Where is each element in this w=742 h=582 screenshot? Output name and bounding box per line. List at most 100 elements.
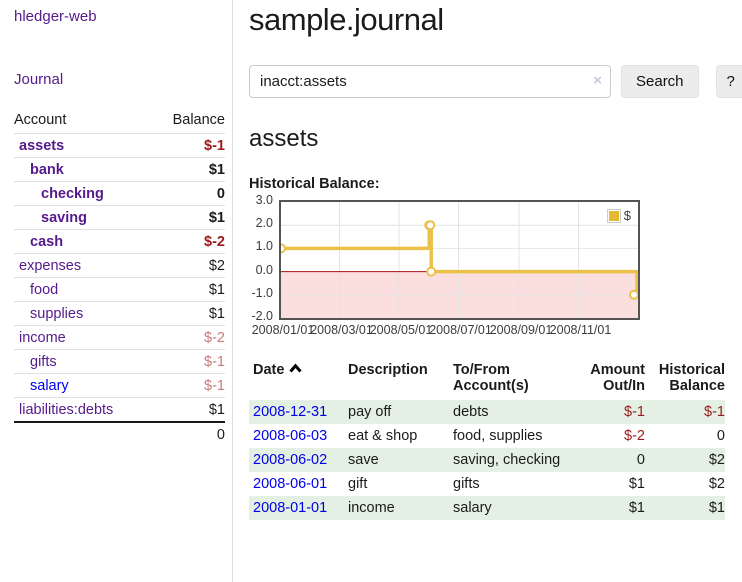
sidebar-account-row: supplies $1: [14, 301, 225, 326]
search-box: ×: [249, 65, 611, 98]
register-row: 2008-06-02 save saving, checking 0 $2: [249, 448, 725, 472]
chart-plot: $: [279, 200, 640, 320]
account-balance: $-2: [204, 234, 225, 250]
account-link[interactable]: salary: [30, 378, 69, 394]
x-axis-tick-label: 2008/03/01: [310, 323, 373, 337]
transaction-date-link[interactable]: 2008-12-31: [249, 400, 348, 424]
legend-swatch-icon: [606, 208, 621, 223]
balance-chart: $ 3.0 2.0 1.0 0.0 -1.0 -2.0 2008/01/01 2008/03/…: [249, 193, 669, 346]
account-link[interactable]: liabilities:debts: [19, 402, 114, 418]
x-axis-tick-label: 2008/09/01: [489, 323, 553, 337]
sort-ascending-icon: [289, 362, 303, 378]
column-header-amount: Amount Out/In: [590, 362, 645, 394]
register-table: Date Description To/From Account(s) Amou…: [249, 360, 725, 520]
account-link[interactable]: bank: [30, 162, 64, 178]
y-axis-tick-label: -1.0: [251, 285, 273, 300]
account-link[interactable]: assets: [19, 138, 65, 154]
sidebar-account-row: food $1: [14, 277, 225, 302]
y-axis-tick-label: 2.0: [255, 216, 273, 231]
main-content: sample.journal × Search ? assets Histori…: [234, 0, 742, 582]
transaction-accounts: saving, checking: [453, 448, 565, 472]
transaction-amount: $-2: [624, 428, 645, 444]
sidebar-account-row: liabilities:debts $1: [14, 397, 225, 423]
search-input[interactable]: [249, 65, 611, 98]
transaction-balance: $1: [645, 496, 725, 520]
transaction-amount: $-1: [565, 400, 645, 424]
account-link[interactable]: cash: [30, 234, 64, 250]
transaction-description: income: [348, 496, 453, 520]
register-row: 2008-06-01 gift gifts $1 $2: [249, 472, 725, 496]
sidebar-account-row: assets $-1: [14, 133, 225, 158]
sidebar-account-row: bank $1: [14, 157, 225, 182]
transaction-description: gift: [348, 476, 368, 492]
account-balance: 0: [216, 186, 225, 202]
account-heading: assets: [249, 125, 319, 152]
register-row: 2008-12-31 pay off debts $-1 $-1: [249, 400, 725, 424]
account-link[interactable]: expenses: [19, 258, 82, 274]
transaction-balance: $2: [708, 476, 725, 492]
register-body: 2008-12-31 pay off debts $-1 $-1 2008-06-03 ea…: [249, 400, 725, 520]
register-row: 2008-01-01 income salary $1 $1: [249, 496, 725, 520]
sidebar-account-row: cash $-2: [14, 229, 225, 254]
transaction-balance: $-1: [645, 400, 725, 424]
y-axis-tick-label: 1.0: [255, 239, 273, 254]
register-header-row: Date Description To/From Account(s) Amou…: [249, 360, 725, 400]
column-header-accounts: To/From Account(s): [453, 362, 529, 394]
transaction-date-link[interactable]: 2008-01-01: [249, 496, 348, 520]
x-axis-tick-label: 2008/07/01: [429, 323, 492, 337]
y-axis-tick-label: 0.0: [255, 262, 273, 277]
transaction-date-link[interactable]: 2008-06-02: [249, 448, 348, 472]
column-header-description: Description: [348, 362, 428, 378]
transaction-description: save: [348, 448, 453, 472]
sidebar-account-row: expenses $2: [14, 253, 225, 278]
transaction-amount: 0: [565, 448, 645, 472]
column-header-date-label: Date: [253, 362, 285, 378]
transaction-balance: 0: [716, 428, 725, 444]
column-header-balance: Historical Balance: [658, 362, 725, 394]
account-link[interactable]: checking: [41, 186, 104, 202]
account-balance: $1: [208, 162, 225, 178]
account-link[interactable]: supplies: [30, 306, 84, 322]
search-button[interactable]: Search: [621, 65, 699, 98]
column-header-date[interactable]: Date: [249, 360, 348, 400]
sidebar: hledger-web Journal Account Balance asse…: [0, 0, 233, 582]
transaction-accounts: gifts: [453, 476, 480, 492]
account-balance: $2: [208, 258, 225, 274]
transaction-date-link[interactable]: 2008-06-01: [253, 476, 328, 492]
account-link[interactable]: income: [19, 330, 66, 346]
accounts-header-row: Account Balance: [14, 109, 225, 134]
transaction-amount: $1: [565, 496, 645, 520]
chart-legend: $: [604, 207, 633, 224]
y-axis-tick-label: 3.0: [255, 193, 273, 207]
transaction-date-link[interactable]: 2008-06-03: [253, 428, 328, 444]
x-axis-tick-label: 2008/11/01: [549, 323, 612, 337]
x-axis-tick-label: 2008/05/01: [369, 323, 433, 337]
transaction-accounts: debts: [453, 400, 565, 424]
sidebar-account-row: salary $-1: [14, 373, 225, 398]
brand-link[interactable]: hledger-web: [14, 8, 97, 25]
transaction-amount: $1: [628, 476, 645, 492]
account-balance: $1: [208, 210, 225, 226]
account-link[interactable]: gifts: [30, 354, 57, 370]
legend-label: $: [623, 208, 631, 223]
transaction-description: pay off: [348, 400, 453, 424]
accounts-total-value: 0: [216, 427, 225, 443]
transaction-accounts: salary: [453, 496, 565, 520]
sidebar-account-row: gifts $-1: [14, 349, 225, 374]
account-link[interactable]: food: [30, 282, 59, 298]
accounts-total-row: 0: [14, 422, 225, 447]
accounts-header-account: Account: [14, 112, 67, 128]
transaction-balance: $2: [645, 448, 725, 472]
account-link[interactable]: saving: [41, 210, 87, 226]
journal-nav-link[interactable]: Journal: [14, 71, 64, 88]
account-balance: $1: [208, 282, 225, 298]
clear-search-icon[interactable]: ×: [593, 72, 602, 89]
account-balance: $1: [208, 402, 225, 418]
accounts-header-balance: Balance: [172, 112, 225, 128]
account-balance: $1: [208, 306, 225, 322]
chart-title: Historical Balance:: [249, 176, 380, 192]
account-balance: $-1: [204, 354, 225, 370]
help-button[interactable]: ?: [715, 65, 742, 98]
sidebar-account-row: saving $1: [14, 205, 225, 230]
